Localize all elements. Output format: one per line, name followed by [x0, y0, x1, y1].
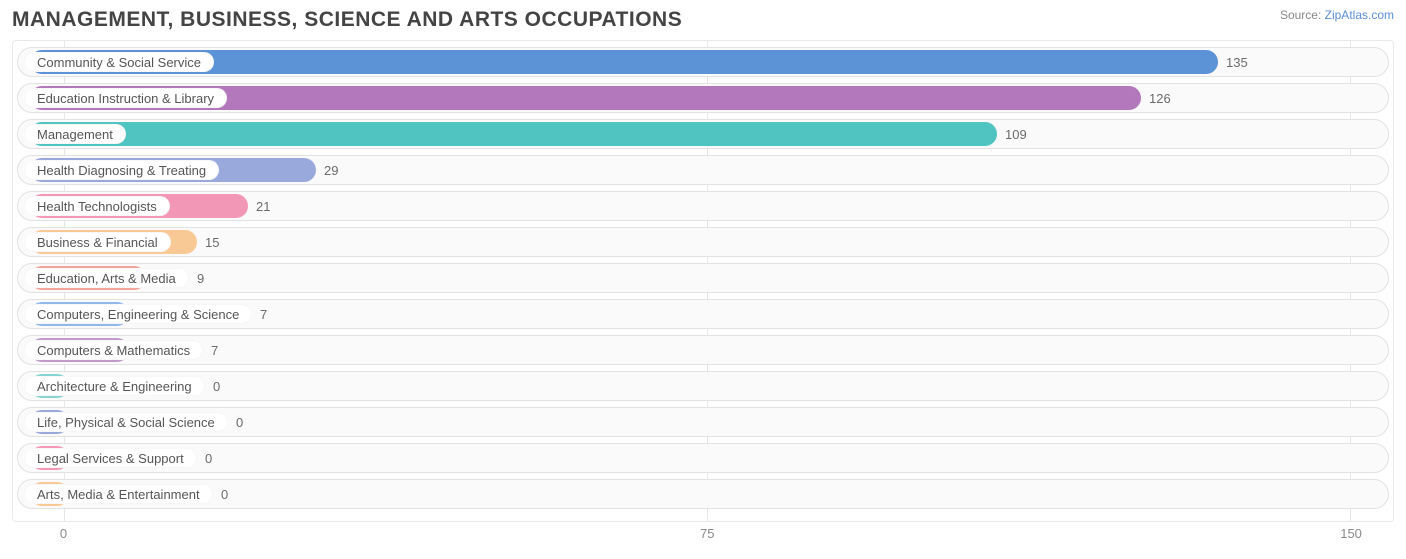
x-tick-label: 75 [700, 526, 714, 541]
bar-label: Health Technologists [24, 196, 170, 216]
bar-value: 126 [1149, 84, 1171, 112]
chart-title: MANAGEMENT, BUSINESS, SCIENCE AND ARTS O… [12, 8, 682, 32]
bar-value: 0 [205, 444, 212, 472]
bar-row: Health Diagnosing & Treating 29 [17, 155, 1389, 185]
bar-value: 0 [221, 480, 228, 508]
bar-label: Education Instruction & Library [24, 88, 227, 108]
bar-row: Business & Financial 15 [17, 227, 1389, 257]
header-row: MANAGEMENT, BUSINESS, SCIENCE AND ARTS O… [12, 8, 1394, 32]
bar-row: Community & Social Service 135 [17, 47, 1389, 77]
bar-value: 135 [1226, 48, 1248, 76]
bar-value: 7 [260, 300, 267, 328]
bar-row: Life, Physical & Social Science 0 [17, 407, 1389, 437]
plot-area: Community & Social Service 135 Education I… [12, 40, 1394, 522]
source-link[interactable]: ZipAtlas.com [1325, 8, 1394, 22]
source-label: Source: [1280, 8, 1321, 22]
bar-label: Business & Financial [24, 232, 171, 252]
bar-label: Community & Social Service [24, 52, 214, 72]
bar-label: Health Diagnosing & Treating [24, 160, 219, 180]
bar-row: Computers & Mathematics 7 [17, 335, 1389, 365]
bar-row: Health Technologists 21 [17, 191, 1389, 221]
bar-value: 9 [197, 264, 204, 292]
source-attribution: Source: ZipAtlas.com [1280, 8, 1394, 22]
bar-label: Life, Physical & Social Science [24, 412, 228, 432]
bar-value: 15 [205, 228, 219, 256]
bar-value: 0 [236, 408, 243, 436]
bar-value: 7 [211, 336, 218, 364]
bar-row: Education, Arts & Media 9 [17, 263, 1389, 293]
bar-row: Arts, Media & Entertainment 0 [17, 479, 1389, 509]
bar-value: 21 [256, 192, 270, 220]
bar-value: 29 [324, 156, 338, 184]
bar-label: Education, Arts & Media [24, 268, 189, 288]
bar-value: 109 [1005, 120, 1027, 148]
bar-row: Legal Services & Support 0 [17, 443, 1389, 473]
bars-group: Community & Social Service 135 Education I… [13, 47, 1393, 509]
bar-label: Computers, Engineering & Science [24, 304, 252, 324]
bar-label: Legal Services & Support [24, 448, 197, 468]
x-tick-label: 150 [1340, 526, 1362, 541]
bar-label: Arts, Media & Entertainment [24, 484, 213, 504]
bar-label: Architecture & Engineering [24, 376, 205, 396]
bar-row: Management 109 [17, 119, 1389, 149]
bar-fill [30, 122, 997, 146]
bar-label: Management [24, 124, 126, 144]
bar-value: 0 [213, 372, 220, 400]
x-axis-ticks: 0 75 150 [12, 524, 1394, 544]
bar-label: Computers & Mathematics [24, 340, 203, 360]
chart-container: MANAGEMENT, BUSINESS, SCIENCE AND ARTS O… [0, 0, 1406, 559]
x-tick-label: 0 [60, 526, 67, 541]
bar-row: Education Instruction & Library 126 [17, 83, 1389, 113]
bar-row: Computers, Engineering & Science 7 [17, 299, 1389, 329]
bar-row: Architecture & Engineering 0 [17, 371, 1389, 401]
